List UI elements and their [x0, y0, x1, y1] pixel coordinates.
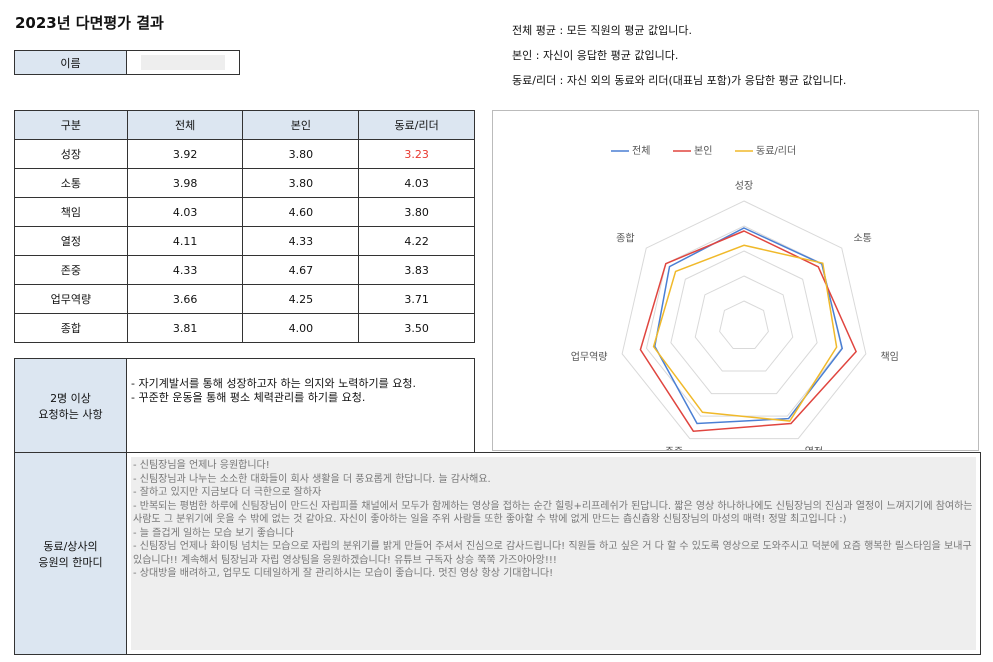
row: 소통 3.98 3.80 4.03	[14, 168, 475, 198]
label-line: 응원의 한마디	[38, 555, 103, 569]
note: 전체 평균 : 모든 직원의 평균 값입니다.	[512, 24, 692, 37]
cell: 성장	[14, 139, 128, 169]
cell: 소통	[14, 168, 128, 198]
axis-label: 종합	[616, 233, 634, 245]
header-cell: 전체	[126, 110, 244, 140]
cell: 4.00	[242, 313, 360, 343]
messages-box: - 신팀장님을 언제나 응원합니다! - 신팀장님과 나누는 소소한 대화들이 회…	[126, 452, 981, 655]
header-row: 구분 전체 본인 동료/리더	[14, 110, 475, 140]
cell: 3.71	[358, 284, 475, 314]
requests: - 자기계발서를 통해 성장하고자 하는 의지와 노력하기를 요청. - 꾸준한 …	[126, 358, 475, 453]
message-item: - 반복되는 평범한 하루에 신팀장님이 만드신 자립피플 채널에서 모두가 함…	[133, 500, 973, 526]
redacted	[141, 55, 225, 70]
legend-label: 동료/리더	[756, 145, 796, 157]
row: 성장 3.92 3.80 3.23	[14, 139, 475, 169]
cell: 4.60	[242, 197, 360, 227]
note: 동료/리더 : 자신 외의 동료와 리더(대표님 포함)가 응답한 평균 값입니…	[512, 74, 847, 87]
cell: 3.50	[358, 313, 475, 343]
grid-ring	[670, 250, 818, 395]
cell: 3.81	[126, 313, 244, 343]
cell: 책임	[14, 197, 128, 227]
axis-label: 책임	[880, 350, 898, 363]
cell: 4.03	[126, 197, 244, 227]
cell: 열정	[14, 226, 128, 256]
request-item: - 꾸준한 운동을 통해 평소 체력관리를 하기를 요청.	[131, 391, 366, 404]
cell: 4.33	[242, 226, 360, 256]
axis-label: 존중	[665, 446, 683, 450]
cell: 3.80	[242, 139, 360, 169]
title: 2023년 다면평가 결과	[15, 14, 164, 32]
row: 존중 4.33 4.67 3.83	[14, 255, 475, 285]
header-cell: 동료/리더	[358, 110, 475, 140]
axis-label: 업무역량	[571, 350, 608, 363]
label-line: 2명 이상	[50, 391, 91, 405]
row: 열정 4.11 4.33 4.22	[14, 226, 475, 256]
axis-label: 성장	[735, 180, 753, 192]
radar-box: 성장소통책임열정 존중 업무역량 종합 전체 본인 동료/리더	[492, 110, 979, 458]
cell: 4.03	[358, 168, 475, 198]
cell: 종합	[14, 313, 128, 343]
note: 본인 : 자신이 응답한 평균 값입니다.	[512, 49, 679, 62]
header-cell: 본인	[242, 110, 360, 140]
message-item: - 상대방을 배려하고, 업무도 디테일하게 잘 관리하시는 모습이 좋습니다.…	[133, 568, 554, 579]
cell: 4.67	[242, 255, 360, 285]
message-item: - 잘하고 있지만 지금보다 더 극한으로 잘하자	[133, 487, 322, 498]
radar-series	[652, 244, 838, 422]
cell: 3.80	[242, 168, 360, 198]
cell: 4.11	[126, 226, 244, 256]
cell: 3.80	[358, 197, 475, 227]
request-item: - 자기계발서를 통해 성장하고자 하는 의지와 노력하기를 요청.	[131, 377, 416, 390]
radar-series	[639, 230, 858, 432]
row: 종합 3.81 4.00 3.50	[14, 313, 475, 343]
name-value	[126, 50, 240, 75]
header-cell: 구분	[14, 110, 128, 140]
row: 업무역량 3.66 4.25 3.71	[14, 284, 475, 314]
legend-label: 전체	[632, 145, 650, 157]
name-label: 이름	[14, 50, 127, 75]
score-table: 구분 전체 본인 동료/리더 성장 3.92 3.80 3.23 소통 3.98 3.80 4.03 책…	[14, 110, 475, 343]
cell: 업무역량	[14, 284, 128, 314]
cell: 4.25	[242, 284, 360, 314]
label-line: 동료/상사의	[43, 539, 98, 553]
cell: 존중	[14, 255, 128, 285]
cell: 4.22	[358, 226, 475, 256]
message-item: - 신팀장님과 나누는 소소한 대화들이 회사 생활을 더 풍요롭게 한답니다.…	[133, 473, 491, 485]
axis-label: 열정	[805, 446, 823, 450]
cell: 3.98	[126, 168, 244, 198]
grid-ring	[719, 300, 769, 350]
message-item: - 신팀장님을 언제나 응원합니다!	[133, 460, 270, 471]
messages: - 신팀장님을 언제나 응원합니다! - 신팀장님과 나누는 소소한 대화들이 회…	[131, 457, 976, 650]
label-line: 요청하는 사항	[38, 407, 103, 421]
notes: 전체 평균 : 모든 직원의 평균 값입니다. 본인 : 자신이 응답한 평균 값…	[512, 22, 846, 97]
grid-ring	[694, 275, 794, 372]
cell: 3.83	[358, 255, 475, 285]
message-item: - 늘 즐겁게 일하는 모습 보기 좋습니다	[133, 527, 294, 539]
grid-ring	[621, 200, 867, 440]
legend-label: 본인	[694, 145, 712, 157]
message-item: - 신팀장님 언제나 화이팅 넘치는 모습으로 자립의 분위기를 밝게 만들어 …	[133, 541, 972, 566]
cell: 4.33	[126, 255, 244, 285]
cell: 3.23	[358, 139, 475, 169]
cell: 3.66	[126, 284, 244, 314]
cell: 3.92	[126, 139, 244, 169]
axis-label: 소통	[853, 233, 871, 245]
row: 책임 4.03 4.60 3.80	[14, 197, 475, 227]
radar-chart: 성장소통책임열정 존중 업무역량 종합 전체 본인 동료/리더	[571, 145, 899, 458]
